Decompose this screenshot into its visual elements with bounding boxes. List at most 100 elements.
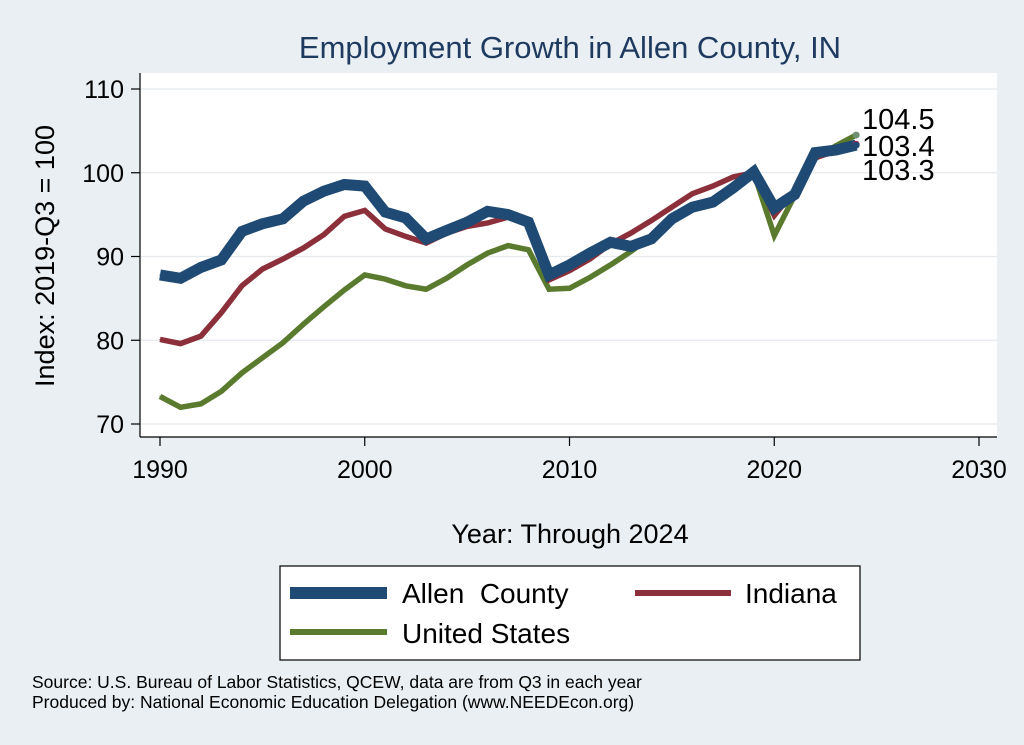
data-point-allen-county — [425, 238, 427, 240]
data-point-united-states — [323, 306, 325, 308]
data-point-indiana — [179, 343, 182, 345]
legend-label-indiana: Indiana — [745, 578, 837, 609]
x-tick-label: 2030 — [951, 456, 1007, 484]
legend-label-united-states: United States — [402, 618, 570, 649]
data-point-united-states — [527, 249, 530, 251]
x-tick-label: 2010 — [542, 456, 598, 484]
data-point-indiana — [200, 335, 202, 337]
data-point-allen-county — [835, 149, 837, 151]
data-point-indiana — [405, 235, 407, 237]
data-point-indiana — [650, 219, 653, 222]
data-point-united-states — [220, 390, 223, 392]
data-point-allen-county — [384, 211, 386, 213]
chart-title: Employment Growth in Allen County, IN — [299, 30, 841, 65]
data-point-allen-county — [691, 206, 693, 208]
x-tick-label: 2020 — [746, 456, 802, 484]
data-point-united-states — [425, 288, 427, 290]
data-point-indiana — [159, 338, 161, 341]
data-point-allen-county — [814, 152, 816, 154]
data-point-united-states — [364, 274, 366, 276]
ticks-layer: 70 80 90 100 110 1990 2000 2010 2020 2030 — [82, 76, 1007, 484]
data-point-allen-county — [630, 245, 632, 248]
data-point-indiana — [241, 285, 243, 287]
data-point-united-states — [405, 285, 407, 287]
data-point-indiana — [630, 232, 632, 234]
data-point-allen-county — [200, 266, 202, 268]
data-point-indiana — [773, 214, 775, 217]
data-point-allen-county — [241, 230, 243, 232]
data-point-united-states — [548, 288, 550, 290]
y-tick-label: 90 — [96, 244, 124, 272]
data-point-allen-county — [527, 221, 530, 223]
x-axis-title: Year: Through 2024 — [451, 519, 688, 549]
y-tick-label: 110 — [84, 76, 124, 104]
end-value-label-indiana: 103.4 — [862, 131, 935, 163]
series-layer — [158, 132, 858, 411]
producer-note: Produced by: National Economic Education… — [32, 692, 635, 712]
data-point-allen-county — [487, 210, 489, 212]
data-point-allen-county — [466, 221, 468, 223]
data-point-united-states — [589, 276, 591, 279]
data-point-united-states — [773, 234, 775, 237]
y-tick-label: 70 — [96, 411, 124, 439]
data-point-allen-county — [712, 201, 714, 203]
x-tick-label: 2000 — [337, 456, 393, 484]
legend: Allen County Indiana United States — [279, 565, 861, 661]
y-axis-title: Index: 2019-Q3 = 100 — [30, 125, 60, 387]
data-point-allen-county — [753, 171, 755, 173]
data-point-allen-county — [302, 200, 304, 202]
data-point-allen-county — [179, 277, 182, 279]
source-note: Source: U.S. Bureau of Labor Statistics,… — [32, 672, 642, 692]
data-point-allen-county — [732, 187, 734, 189]
legend-box — [279, 565, 861, 661]
data-point-allen-county — [773, 207, 775, 209]
data-point-allen-county — [159, 274, 161, 276]
data-point-united-states — [200, 403, 202, 405]
data-point-united-states — [302, 323, 304, 325]
data-point-indiana — [343, 215, 345, 217]
legend-label-allen-county: Allen County — [402, 578, 569, 609]
data-point-united-states — [446, 277, 448, 279]
data-point-united-states — [261, 357, 263, 359]
y-tick-label: 80 — [96, 327, 124, 355]
data-point-indiana — [220, 312, 223, 314]
data-point-allen-county — [364, 185, 366, 187]
data-point-allen-county — [568, 264, 571, 266]
data-point-indiana — [302, 247, 304, 249]
data-point-allen-county — [589, 252, 591, 254]
data-point-indiana — [364, 209, 366, 212]
data-point-united-states — [507, 245, 509, 247]
data-point-allen-county — [446, 229, 448, 232]
data-point-united-states — [159, 395, 161, 397]
data-point-united-states — [487, 252, 489, 254]
data-point-united-states — [241, 372, 243, 374]
data-point-allen-county — [794, 193, 796, 196]
data-point-united-states — [179, 406, 182, 408]
data-point-allen-county — [282, 218, 284, 220]
data-point-allen-county — [548, 274, 550, 276]
data-point-united-states — [282, 342, 284, 344]
data-point-indiana — [323, 234, 325, 236]
data-point-united-states — [609, 264, 612, 266]
data-point-indiana — [261, 268, 263, 270]
end-marker-united-states — [852, 131, 860, 139]
data-point-allen-county — [650, 238, 653, 240]
data-point-indiana — [384, 228, 386, 230]
end-marker-allen-county — [852, 141, 860, 149]
data-point-allen-county — [609, 241, 612, 243]
data-point-indiana — [671, 206, 673, 208]
end-value-label-united-states: 104.5 — [862, 104, 935, 136]
data-point-united-states — [384, 278, 386, 280]
data-point-united-states — [568, 287, 571, 289]
data-point-allen-county — [261, 223, 263, 225]
end-value-label-allen-county: 103.3 — [862, 155, 935, 187]
data-point-allen-county — [507, 214, 509, 216]
data-point-indiana — [487, 222, 489, 224]
data-point-indiana — [282, 258, 284, 260]
data-point-allen-county — [220, 259, 223, 261]
data-point-united-states — [343, 289, 345, 291]
data-point-indiana — [691, 193, 693, 195]
y-tick-label: 100 — [82, 160, 124, 188]
